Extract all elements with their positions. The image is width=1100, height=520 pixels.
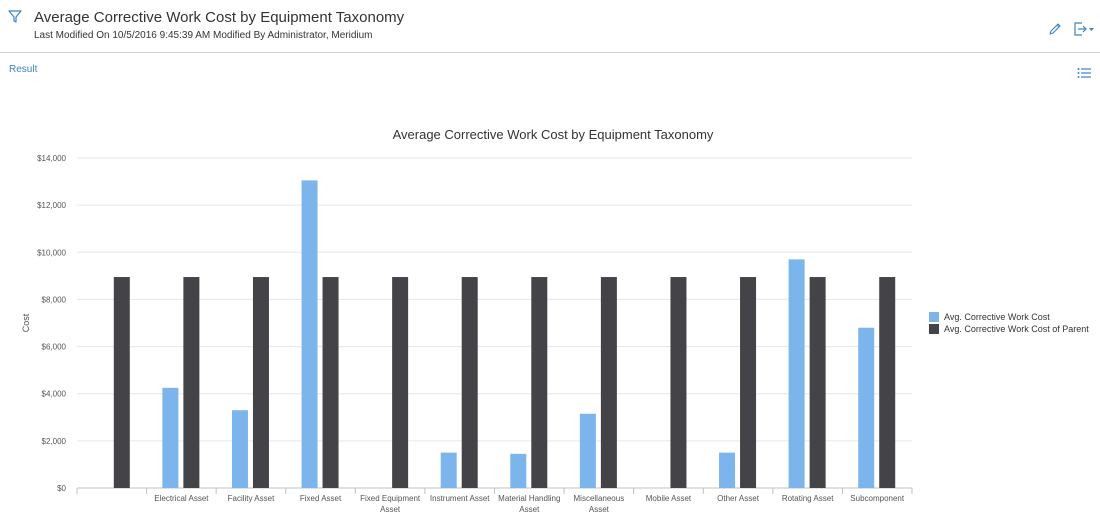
x-tick-label: Miscellaneous bbox=[574, 494, 625, 503]
chart-title: Average Corrective Work Cost by Equipmen… bbox=[393, 127, 714, 142]
y-tick-label: $2,000 bbox=[42, 437, 67, 446]
export-icon[interactable] bbox=[1073, 21, 1095, 37]
bar[interactable] bbox=[510, 453, 527, 488]
bar[interactable] bbox=[579, 413, 596, 488]
bar[interactable] bbox=[809, 277, 826, 488]
bar[interactable] bbox=[461, 277, 478, 488]
bar[interactable] bbox=[183, 277, 200, 488]
bar[interactable] bbox=[531, 277, 548, 488]
x-tick-label: Mobile Asset bbox=[646, 494, 692, 503]
y-tick-label: $8,000 bbox=[42, 295, 67, 304]
x-tick-label: Other Asset bbox=[717, 494, 760, 503]
bar[interactable] bbox=[231, 410, 248, 488]
bar[interactable] bbox=[879, 277, 896, 488]
page-title: Average Corrective Work Cost by Equipmen… bbox=[34, 9, 405, 26]
bar[interactable] bbox=[392, 277, 409, 488]
y-tick-label: $0 bbox=[57, 484, 66, 493]
bar[interactable] bbox=[301, 180, 318, 488]
bar[interactable] bbox=[788, 259, 805, 488]
x-tick-label: Asset bbox=[589, 505, 610, 514]
bar[interactable] bbox=[322, 277, 339, 488]
x-tick-label: Fixed Equipment bbox=[360, 494, 421, 503]
bar[interactable] bbox=[670, 277, 687, 488]
bar[interactable] bbox=[600, 277, 617, 488]
y-tick-label: $12,000 bbox=[37, 201, 66, 210]
legend-label[interactable]: Avg. Corrective Work Cost of Parent bbox=[944, 324, 1089, 334]
bar[interactable] bbox=[858, 327, 875, 488]
y-tick-label: $14,000 bbox=[37, 154, 66, 163]
chart-legend: Avg. Corrective Work Cost Avg. Corrective… bbox=[929, 312, 1089, 334]
bar[interactable] bbox=[252, 277, 269, 488]
x-tick-label: Instrument Asset bbox=[430, 494, 490, 503]
legend-label[interactable]: Avg. Corrective Work Cost bbox=[944, 312, 1050, 322]
last-modified-text: Last Modified On 10/5/2016 9:45:39 AM Mo… bbox=[34, 30, 373, 41]
y-tick-label: $4,000 bbox=[42, 390, 67, 399]
chart-bars bbox=[113, 180, 896, 488]
bar[interactable] bbox=[162, 387, 179, 488]
x-tick-label: Asset bbox=[519, 505, 540, 514]
y-tick-label: $10,000 bbox=[37, 248, 66, 257]
bar[interactable] bbox=[440, 452, 457, 488]
x-tick-label: Subcomponent bbox=[850, 494, 905, 503]
report-header: Average Corrective Work Cost by Equipmen… bbox=[0, 0, 1100, 53]
y-axis-label: Cost bbox=[21, 313, 31, 332]
result-link[interactable]: Result bbox=[9, 64, 38, 75]
pencil-icon[interactable] bbox=[1048, 22, 1062, 36]
filter-icon[interactable] bbox=[8, 10, 22, 24]
x-tick-label: Electrical Asset bbox=[154, 494, 209, 503]
x-tick-label: Fixed Asset bbox=[300, 494, 342, 503]
list-icon[interactable] bbox=[1077, 67, 1091, 79]
y-tick-label: $6,000 bbox=[42, 343, 67, 352]
bar[interactable] bbox=[719, 452, 736, 488]
bar[interactable] bbox=[113, 277, 130, 488]
x-tick-label: Facility Asset bbox=[228, 494, 275, 503]
x-tick-label: Rotating Asset bbox=[782, 494, 834, 503]
x-tick-label: Material Handling bbox=[498, 494, 560, 503]
x-tick-label: Asset bbox=[380, 505, 401, 514]
bar[interactable] bbox=[740, 277, 757, 488]
chart-grid: $0 $2,000 $4,000 $6,000 $8,000 $10,000 $12,000… bbox=[37, 154, 912, 493]
legend-swatch bbox=[929, 312, 939, 322]
x-axis-labels: Electrical Asset Facility Asset Fixed Asse… bbox=[76, 488, 913, 514]
bar-chart: Average Corrective Work Cost by Equipmen… bbox=[21, 127, 1089, 514]
legend-swatch bbox=[929, 324, 939, 334]
